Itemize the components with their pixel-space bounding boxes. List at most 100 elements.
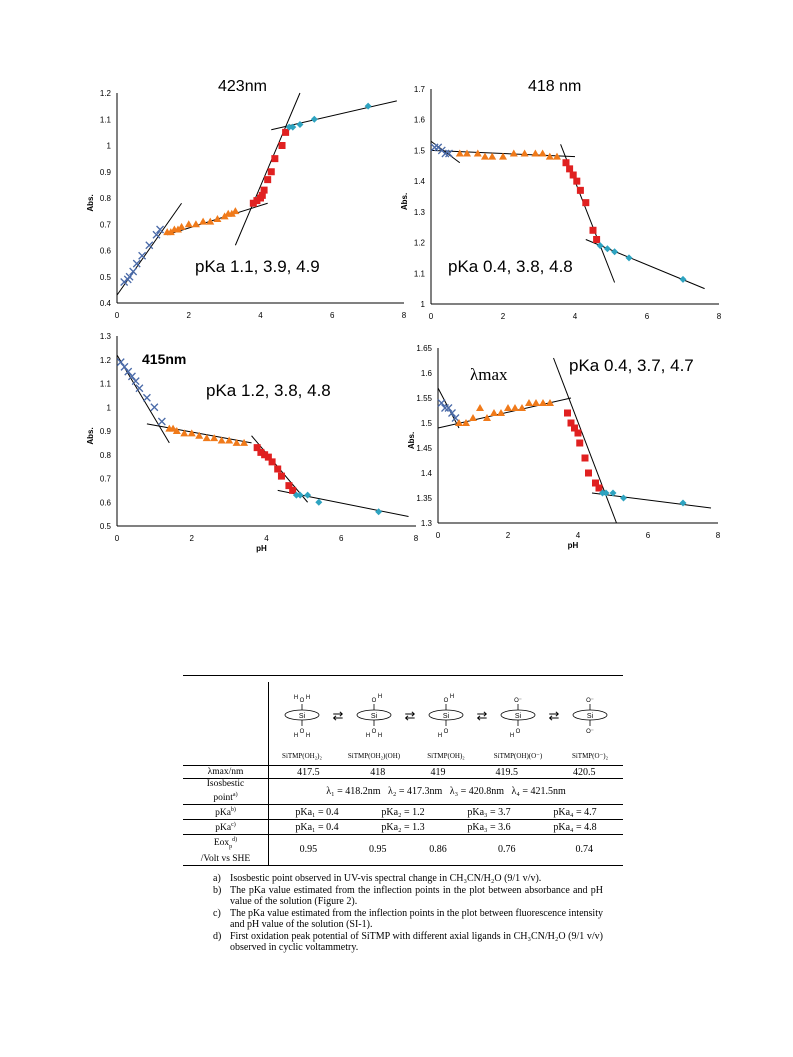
data-point-square: [562, 159, 570, 167]
pka-annotation: pKa 1.2, 3.8, 4.8: [206, 381, 331, 400]
data-point-triangle: [172, 427, 181, 434]
y-tick-label: 0.7: [100, 220, 112, 229]
chart-title: 415nm: [142, 351, 186, 367]
silicon-atom: Si: [587, 713, 594, 720]
data-point-square: [277, 472, 285, 480]
hydrogen-atom: H: [306, 733, 310, 739]
data-point-cross: [437, 399, 446, 407]
pka-c-value: pKa₁ = 0.4: [295, 821, 339, 833]
data-point-square: [581, 454, 589, 462]
data-point-square: [576, 439, 584, 447]
data-point-triangle: [545, 152, 554, 160]
data-point-triangle: [187, 429, 196, 437]
pka-c-value: pKa₄ = 4.8: [553, 821, 597, 833]
y-tick-label: 1.45: [416, 444, 432, 453]
x-tick-label: 2: [187, 311, 192, 320]
footnote-key: a): [213, 873, 221, 884]
species-name: SiTMP(OH)₂: [427, 752, 465, 760]
data-point-cross: [444, 404, 453, 412]
isosbestic-values: λ₁ = 418.2nm λ₂ = 417.3nm λ₃ = 420.8nm λ…: [268, 778, 623, 806]
table-top-rule: [183, 675, 623, 676]
data-point-triangle: [225, 436, 234, 444]
y-tick-label: 1: [107, 142, 112, 151]
data-point-diamond: [315, 498, 323, 506]
data-point-cross: [120, 362, 129, 371]
data-point-square: [257, 448, 265, 456]
x-tick-label: 4: [264, 534, 269, 543]
equilibrium-arrow: ⇄: [333, 708, 344, 723]
pka-b-value: pKa₄ = 4.7: [553, 806, 597, 818]
chart-title: λmax: [470, 365, 508, 384]
structures-cell: Si O H H O H H SiTMP(OH₂)₂ ⇄ Si O H O H H SiTMP(OH₂)(OH…: [268, 682, 623, 766]
data-point-triangle: [173, 225, 182, 233]
silicon-atom: Si: [299, 713, 306, 720]
pka-b-row: pKab) pKa₁ = 0.4 pKa₂ = 1.2 pKa₃ = 3.7 pKa₄…: [183, 804, 623, 821]
data-point-square: [261, 451, 269, 459]
y-tick-label: 1.2: [100, 356, 112, 365]
data-point-square: [289, 486, 297, 494]
x-tick-label: 0: [115, 311, 120, 320]
data-point-diamond: [296, 491, 304, 499]
y-tick-label: 1.35: [416, 494, 432, 503]
footnote-key: c): [213, 907, 221, 919]
equilibrium-arrow: ⇄: [549, 708, 560, 723]
footnote: b) The pKa value estimated from the infle…: [213, 885, 603, 908]
y-axis-label: Abs.: [400, 193, 409, 210]
x-tick-label: 4: [573, 312, 578, 321]
y-tick-label: 1.2: [414, 239, 426, 248]
species-name: SiTMP(OH₂)₂: [282, 752, 322, 760]
data-point-square: [268, 458, 276, 466]
data-point-square: [264, 453, 272, 461]
data-point-diamond: [310, 115, 318, 123]
data-point-cross: [116, 358, 125, 367]
oxide-atom: O⁻: [586, 698, 594, 704]
eox-label-1: Eox: [213, 838, 230, 849]
data-point-cross: [445, 149, 453, 158]
y-tick-label: 1.5: [421, 419, 433, 428]
data-point-square: [582, 199, 590, 207]
hydrogen-atom: H: [366, 733, 370, 739]
y-tick-label: 1.4: [414, 177, 426, 186]
structure: Si O⁻ O⁻ SiTMP(O⁻)₂: [572, 698, 609, 760]
eox-value: 0.76: [468, 834, 546, 866]
y-tick-label: 0.5: [100, 522, 112, 531]
data-point-triangle: [538, 149, 547, 157]
pka-b-value: pKa₃ = 3.7: [467, 806, 511, 818]
data-point-diamond: [304, 491, 312, 499]
x-axis-label: pH: [568, 541, 579, 550]
lambda-value: 419: [407, 765, 469, 779]
data-point-triangle: [488, 152, 497, 160]
data-point-square: [589, 226, 597, 234]
x-tick-label: 8: [717, 312, 722, 321]
data-point-cross: [124, 367, 133, 376]
lambda-row: λmax/nm 417.5 418 419 419.5 420.5: [183, 765, 623, 779]
data-point-square: [595, 484, 603, 492]
species-name: SiTMP(OH)(O⁻): [494, 752, 543, 760]
footnote: a) Isosbestic point observed in UV-vis sp…: [213, 873, 603, 885]
y-tick-label: 0.7: [100, 475, 112, 484]
data-point-cross: [152, 230, 161, 239]
data-point-triangle: [509, 149, 518, 157]
eox-row: Eoxpd) /Volt vs SHE 0.95 0.95 0.86 0.76 0…: [183, 834, 623, 866]
chart-panel: 1.2 1.1 1 0.9 0.8 0.7 0.6 0.5 0.40 2 4 6 8 Abs. 423nm p…: [86, 78, 407, 320]
eox-value: 0.95: [268, 834, 348, 866]
data-point-diamond: [609, 489, 617, 497]
footnote-key: d): [213, 930, 222, 942]
lambda-value: 419.5: [468, 765, 546, 779]
data-point-triangle: [504, 404, 512, 411]
fit-line: [591, 492, 712, 509]
y-tick-label: 1.7: [414, 85, 426, 94]
pka-c-row: pKac) pKa₁ = 0.4 pKa₂ = 1.3 pKa₃ = 3.6 pKa₄…: [183, 819, 623, 836]
data-point-diamond: [679, 499, 687, 507]
footnote: d) First oxidation peak potential of SiTM…: [213, 931, 603, 954]
chart-title: 418 nm: [528, 78, 581, 95]
y-tick-label: 0.8: [100, 194, 112, 203]
chart-title: 423nm: [218, 78, 267, 95]
y-tick-label: 1.1: [100, 115, 112, 124]
data-point-cross: [441, 404, 449, 412]
pka-c-value: pKa₃ = 3.6: [467, 821, 511, 833]
isosbestic-label-1: Isosbestic: [206, 779, 245, 789]
pka-c-label: pKac): [183, 819, 269, 836]
